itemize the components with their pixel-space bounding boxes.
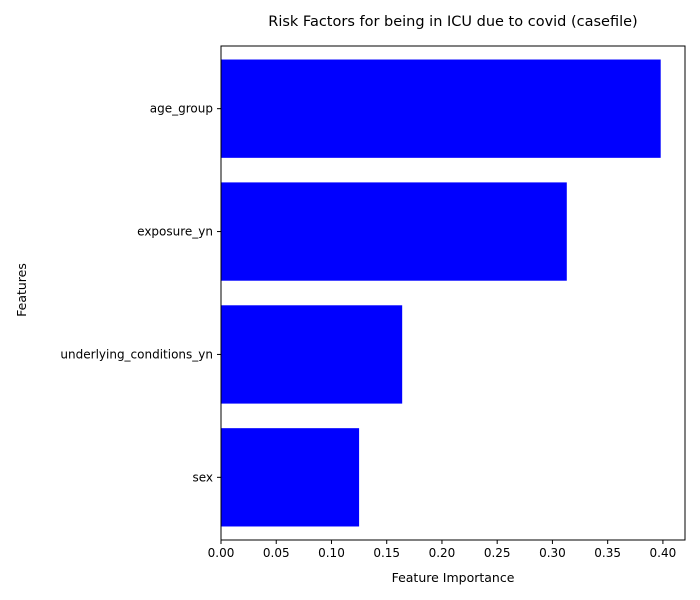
x-tick-label: 0.25 xyxy=(484,546,511,560)
x-axis-label: Feature Importance xyxy=(392,570,515,585)
y-tick-label-sex: sex xyxy=(192,470,213,484)
x-tick-label: 0.05 xyxy=(263,546,290,560)
x-tick-label: 0.10 xyxy=(318,546,345,560)
plot-border xyxy=(220,45,686,541)
y-tick-label-underlying-conditions-yn: underlying_conditions_yn xyxy=(60,347,213,361)
x-tick-label: 0.15 xyxy=(373,546,400,560)
x-ticks-group: 0.00 0.05 0.10 0.15 0.20 0.25 0.30 0.35 0.40 xyxy=(208,540,677,560)
bar-underlying-conditions-yn xyxy=(221,305,403,404)
bar-sex xyxy=(221,428,360,527)
y-axis-label: Features xyxy=(14,263,29,317)
y-tick-label-age-group: age_group xyxy=(150,102,213,116)
y-ticks-group: age_group exposure_yn underlying_condition… xyxy=(60,102,221,484)
y-tick-label-exposure-yn: exposure_yn xyxy=(137,225,213,239)
bar-exposure-yn xyxy=(221,182,567,281)
axes-frame xyxy=(220,45,686,541)
x-tick-label: 0.00 xyxy=(208,546,235,560)
x-tick-label: 0.35 xyxy=(594,546,621,560)
chart-title: Risk Factors for being in ICU due to cov… xyxy=(268,14,637,30)
x-tick-label: 0.30 xyxy=(539,546,566,560)
x-tick-label: 0.20 xyxy=(429,546,456,560)
bars-group xyxy=(221,59,661,527)
bar-age-group xyxy=(221,59,661,158)
x-tick-label: 0.40 xyxy=(650,546,677,560)
